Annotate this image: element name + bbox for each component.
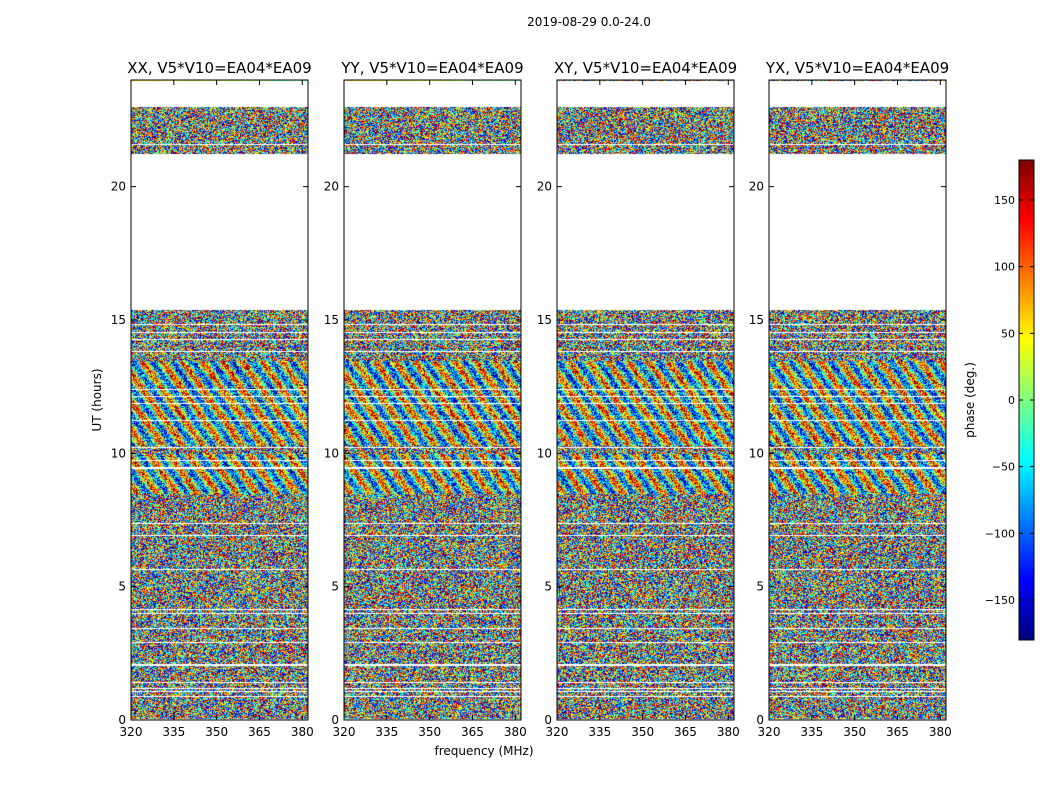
y-tick-label: 5 — [331, 580, 339, 594]
colorbar-tick-label: 150 — [994, 194, 1015, 207]
panel-4-heatmap — [769, 80, 946, 720]
y-tick-label: 20 — [324, 180, 339, 194]
y-tick-label: 0 — [118, 713, 126, 727]
y-tick-label: 5 — [118, 580, 126, 594]
x-tick-label: 365 — [886, 725, 909, 739]
colorbar-tick-label: 100 — [994, 261, 1015, 274]
y-tick-label: 10 — [324, 446, 339, 460]
x-tick-label: 380 — [929, 725, 952, 739]
colorbar: 150 100 50 0 −50 −100 −150 — [985, 159, 1035, 641]
y-axis-label: UT (hours) — [90, 368, 104, 431]
panel-4-title: YX, V5*V10=EA04*EA09 — [765, 59, 949, 77]
panel-3-heatmap — [557, 80, 734, 720]
x-tick-label: 380 — [504, 725, 527, 739]
x-tick-label: 320 — [333, 725, 356, 739]
y-tick-label: 10 — [537, 446, 552, 460]
x-tick-label: 320 — [546, 725, 569, 739]
x-tick-label: 320 — [758, 725, 781, 739]
x-axis-label: frequency (MHz) — [434, 744, 533, 758]
y-tick-label: 15 — [324, 313, 339, 327]
y-tick-label: 0 — [544, 713, 552, 727]
x-tick-label: 350 — [631, 725, 654, 739]
colorbar-tick-label: −100 — [985, 527, 1015, 540]
y-tick-label: 15 — [537, 313, 552, 327]
y-tick-label: 0 — [331, 713, 339, 727]
panel-2-heatmap — [344, 80, 521, 720]
colorbar-gradient — [1019, 160, 1034, 640]
y-tick-label: 5 — [756, 580, 764, 594]
panel-3-title: XY, V5*V10=EA04*EA09 — [554, 59, 737, 77]
x-tick-label: 350 — [418, 725, 441, 739]
x-tick-label: 365 — [248, 725, 271, 739]
panel-1-title: XX, V5*V10=EA04*EA09 — [127, 59, 311, 77]
colorbar-tick-label: −150 — [985, 594, 1015, 607]
panel-2-title: YY, V5*V10=EA04*EA09 — [340, 59, 523, 77]
y-tick-label: 20 — [537, 180, 552, 194]
colorbar-tick-label: 50 — [1001, 327, 1015, 340]
panel-4-frame — [768, 79, 947, 721]
panel-3-frame — [556, 79, 735, 721]
x-tick-label: 335 — [800, 725, 823, 739]
x-tick-label: 335 — [588, 725, 611, 739]
x-tick-label: 380 — [717, 725, 740, 739]
x-tick-label: 335 — [375, 725, 398, 739]
panel-1-frame — [130, 79, 309, 721]
colorbar-tick-label: 0 — [1008, 394, 1015, 407]
x-tick-label: 380 — [291, 725, 314, 739]
y-tick-label: 10 — [749, 446, 764, 460]
x-tick-label: 350 — [205, 725, 228, 739]
y-tick-label: 20 — [111, 180, 126, 194]
x-tick-label: 335 — [162, 725, 185, 739]
panel-3: XY, V5*V10=EA04*EA09 320 335 350 365 380 0 5 10 1… — [537, 59, 740, 739]
figure-suptitle: 2019-08-29 0.0-24.0 — [527, 15, 651, 29]
y-tick-label: 15 — [111, 313, 126, 327]
panel-2: YY, V5*V10=EA04*EA09 320 335 350 365 380 0 5 10 1… — [324, 59, 527, 739]
panel-1: XX, V5*V10=EA04*EA09 320 335 350 365 380 0 5 10 1… — [111, 59, 314, 739]
y-tick-label: 5 — [544, 580, 552, 594]
x-tick-label: 365 — [674, 725, 697, 739]
colorbar-tick-label: −50 — [992, 461, 1015, 474]
colorbar-label: phase (deg.) — [963, 362, 977, 438]
panel-1-heatmap — [131, 80, 308, 720]
panels: XX, V5*V10=EA04*EA09 320 335 350 365 380 0 5 10 1… — [111, 59, 952, 739]
y-tick-label: 10 — [111, 446, 126, 460]
y-tick-label: 20 — [749, 180, 764, 194]
panel-2-frame — [343, 79, 522, 721]
x-tick-label: 365 — [461, 725, 484, 739]
panel-4: YX, V5*V10=EA04*EA09 320 335 350 365 380 0 5 10 1… — [749, 59, 952, 739]
y-tick-label: 0 — [756, 713, 764, 727]
x-tick-label: 350 — [843, 725, 866, 739]
x-tick-label: 320 — [120, 725, 143, 739]
y-tick-label: 15 — [749, 313, 764, 327]
